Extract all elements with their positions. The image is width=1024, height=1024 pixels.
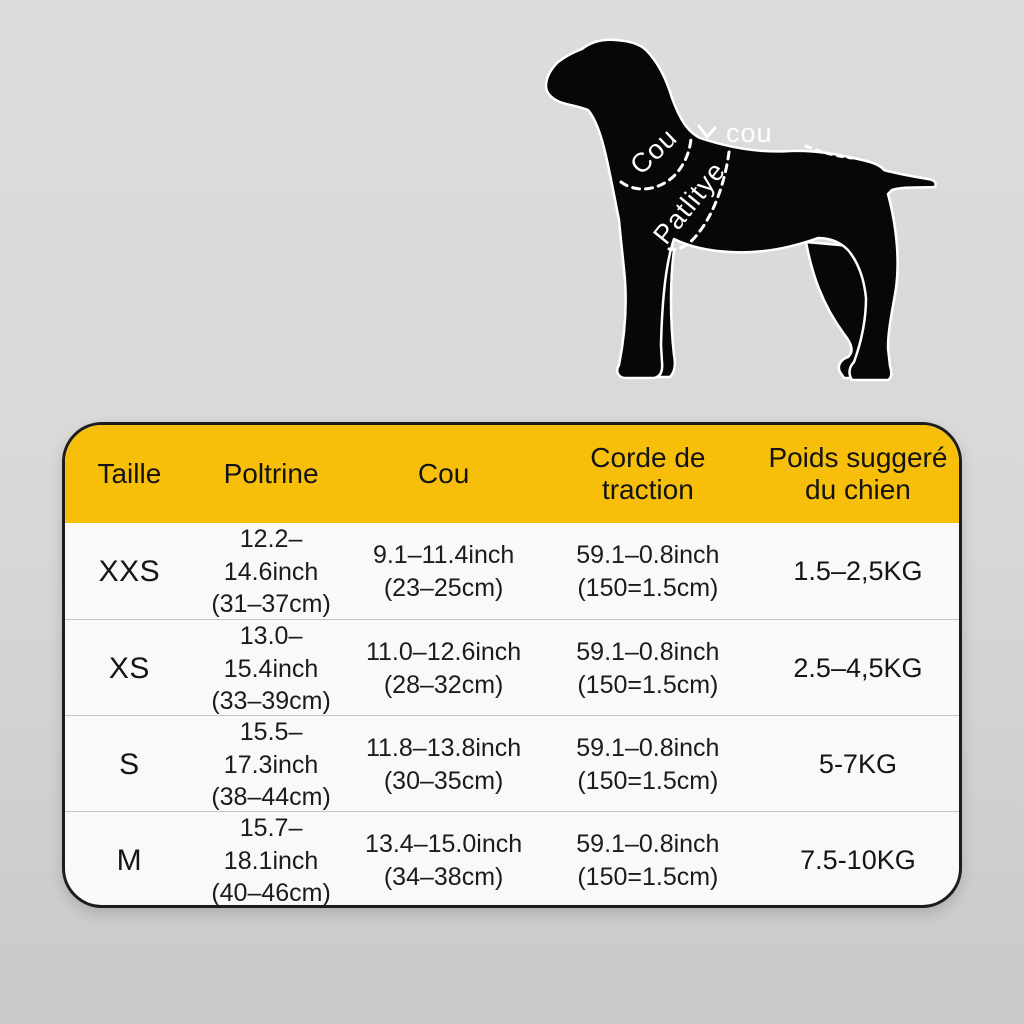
header-cou: Cou [417, 457, 470, 489]
table-row-m: M 15.7–18.1inch (40–46cm) 13.4–15.0inch … [65, 811, 959, 907]
header-taille: Taille [97, 457, 162, 489]
leash-cm: (150=1.5cm) [577, 766, 719, 795]
dog-body [544, 38, 937, 382]
weight-value: 2.5–4,5KG [793, 653, 923, 684]
chest-cm: (38–44cm) [211, 783, 331, 811]
leash-inches: 59.1–0.8inch [576, 734, 720, 763]
chest-measure: 12.2–14.6inch (31–37cm) [194, 523, 349, 621]
neck-cm: (34–38cm) [383, 862, 504, 891]
size-label: XS [108, 651, 150, 685]
leash-measure: 59.1–0.8inch (150=1.5cm) [539, 636, 757, 701]
neck-measure: 11.8–13.8inch (30–35cm) [348, 732, 538, 797]
chest-measure: 13.0–15.4inch (33–39cm) [194, 620, 349, 718]
weight-value: 5-7KG [818, 749, 897, 780]
size-label: XXS [98, 554, 161, 588]
neck-girth-dashed-line [619, 136, 693, 191]
leash-measure: 59.1–0.8inch (150=1.5cm) [539, 828, 757, 893]
leash-inches: 59.1–0.8inch [576, 638, 720, 667]
neck-cm: (30–35cm) [383, 766, 504, 795]
back-dashed-line [804, 144, 854, 160]
leash-cm: (150=1.5cm) [577, 670, 719, 699]
neck-cm: (23–25cm) [383, 573, 504, 602]
leash-measure: 59.1–0.8inch (150=1.5cm) [539, 539, 757, 604]
neck-measure: 11.0–12.6inch (28–32cm) [348, 636, 538, 701]
neck-plain-label: cou [726, 118, 773, 148]
size-label: M [116, 843, 143, 877]
chest-cm: (31–37cm) [211, 590, 331, 618]
weight-value: 7.5-10KG [800, 845, 916, 876]
leash-measure: 59.1–0.8inch (150=1.5cm) [539, 732, 757, 797]
neck-measure: 13.4–15.0inch (34–38cm) [348, 828, 538, 893]
neck-inches: 9.1–11.4inch [372, 541, 515, 570]
header-corde-de-traction: Corde de traction [590, 441, 706, 505]
neck-cm: (28–32cm) [383, 670, 504, 699]
chest-inches: 15.5–17.3inch [223, 718, 319, 779]
neck-inches: 11.0–12.6inch [365, 638, 522, 667]
chest-inches: 15.7–18.1inch [223, 814, 319, 875]
chest-inches: 13.0–15.4inch [223, 622, 319, 683]
neck-inches: 13.4–15.0inch [365, 830, 523, 859]
leash-cm: (150=1.5cm) [577, 573, 719, 602]
header-poids-suggere: Poids suggeré du chien [768, 441, 948, 505]
size-chart-card: Taille Poltrine Cou Corde de traction Po… [62, 422, 962, 908]
leash-cm: (150=1.5cm) [577, 862, 719, 891]
table-row-xxs: XXS 12.2–14.6inch (31–37cm) 9.1–11.4inch… [65, 523, 959, 619]
neck-measure: 9.1–11.4inch (23–25cm) [348, 539, 538, 604]
dog-measurement-diagram: Cou Patlitye cou [500, 10, 970, 420]
neck-inches: 11.8–13.8inch [365, 734, 522, 763]
table-row-xs: XS 13.0–15.4inch (33–39cm) 11.0–12.6inch… [65, 619, 959, 715]
size-label: S [119, 747, 140, 781]
chest-girth-dashed-line [667, 150, 731, 251]
withers-arrow-icon [697, 124, 717, 139]
size-chart-header: Taille Poltrine Cou Corde de traction Po… [65, 425, 959, 523]
table-row-s: S 15.5–17.3inch (38–44cm) 11.8–13.8inch … [65, 715, 959, 811]
chest-inches: 12.2–14.6inch [223, 525, 319, 586]
leash-inches: 59.1–0.8inch [576, 541, 720, 570]
weight-value: 1.5–2,5KG [793, 556, 923, 587]
chest-cm: (40–46cm) [211, 879, 331, 907]
header-poitrine: Poltrine [223, 457, 319, 489]
chest-measure: 15.5–17.3inch (38–44cm) [194, 716, 349, 814]
chest-measure: 15.7–18.1inch (40–46cm) [194, 812, 349, 907]
size-chart-body: XXS 12.2–14.6inch (31–37cm) 9.1–11.4inch… [65, 523, 959, 907]
leash-inches: 59.1–0.8inch [576, 830, 720, 859]
dog-silhouette-svg: Cou Patlitye cou [544, 38, 937, 382]
chest-cm: (33–39cm) [211, 687, 331, 715]
